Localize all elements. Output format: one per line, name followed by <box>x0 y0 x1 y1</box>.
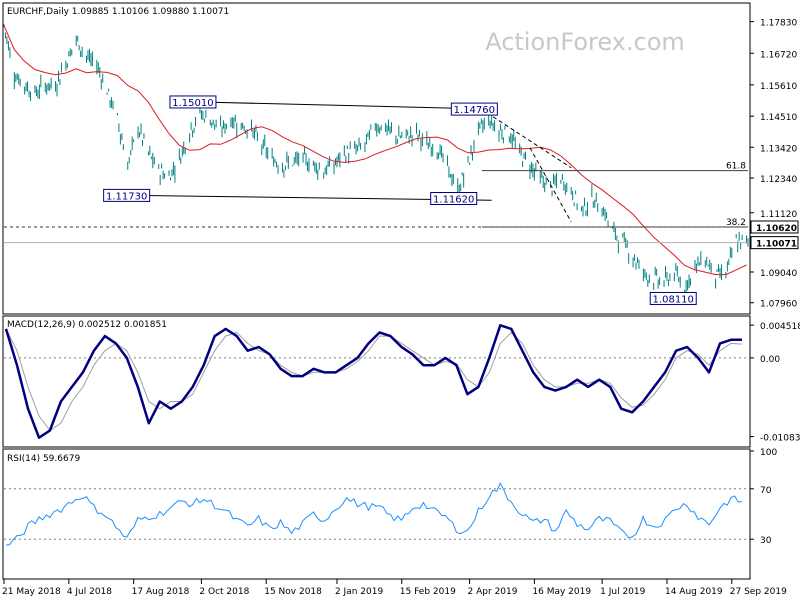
price-annotation-label: 1.11620 <box>433 195 474 206</box>
price-axis-label: 1.17830 <box>760 19 797 29</box>
price-annotation-label: 1.15010 <box>172 98 213 109</box>
x-axis-label: 15 Nov 2018 <box>264 587 322 597</box>
macd-axis-label: -0.010835 <box>760 434 800 444</box>
price-axis-label: 1.14510 <box>760 113 797 123</box>
macd-line <box>4 324 742 439</box>
moving-average-line <box>3 25 747 276</box>
rsi-line <box>5 482 743 546</box>
watermark: ActionForex.com <box>485 28 685 56</box>
axis-layer: 1.17830 1.16720 1.15610 1.14510 1.13420 1.123… <box>2 19 800 597</box>
rsi-layer <box>4 482 748 546</box>
x-axis-label: 2 Apr 2019 <box>468 587 518 597</box>
price-layer: 61.8 38.2 1.15010 1.14760 1.11730 1.11620 1.08… <box>3 24 749 305</box>
rsi-axis-label: 70 <box>760 486 772 496</box>
price-axis-label: 1.09040 <box>760 269 797 279</box>
fib-level-label: 61.8 <box>726 162 746 172</box>
x-axis-label: 14 Aug 2019 <box>665 587 723 597</box>
x-axis-label: 17 Aug 2018 <box>132 587 190 597</box>
macd-panel-frame <box>2 315 751 448</box>
macd-layer <box>4 324 748 439</box>
price-axis-label: 1.07960 <box>760 300 797 310</box>
price-annotation-label: 1.11730 <box>106 191 147 202</box>
macd-axis-label: 0.00 <box>760 355 780 365</box>
price-axis-label: 1.11120 <box>760 210 797 220</box>
macd-axis-label: 0.004518 <box>760 322 800 332</box>
x-axis-label: 27 Sep 2019 <box>730 587 787 597</box>
price-annotation-box <box>450 102 498 116</box>
macd-signal-line <box>5 328 743 432</box>
price-annotation-box <box>649 291 697 305</box>
price-panel-title: EURCHF,Daily 1.09885 1.10106 1.09880 1.1… <box>7 7 229 17</box>
price-annotation-box <box>169 95 217 109</box>
x-axis-label: 2 Oct 2018 <box>199 587 249 597</box>
x-axis-label: 16 May 2019 <box>532 587 591 597</box>
trendline <box>199 101 492 110</box>
x-axis-label: 21 May 2018 <box>2 587 61 597</box>
x-axis-label: 2 Jan 2019 <box>335 587 383 597</box>
price-axis-label: 1.12340 <box>760 175 797 185</box>
fib-level-label: 38.2 <box>726 218 746 228</box>
macd-panel-title: MACD(12,26,9) 0.002512 0.001851 <box>7 320 167 330</box>
price-panel-frame <box>2 2 751 315</box>
x-axis-label: 4 Jul 2018 <box>67 587 112 597</box>
rsi-panel-title: RSI(14) 59.6679 <box>7 454 80 464</box>
dashed-trendline <box>529 147 572 223</box>
price-annotation-box <box>430 192 478 206</box>
rsi-axis-label: 30 <box>760 536 772 546</box>
x-axis-label: 1 Jul 2019 <box>600 587 645 597</box>
price-bars <box>3 24 749 298</box>
current-price-tag-label: 1.10071 <box>756 240 797 250</box>
rsi-axis-label: 100 <box>760 448 777 458</box>
x-axis-label: 15 Feb 2019 <box>400 587 456 597</box>
price-annotation-label: 1.14760 <box>454 105 495 116</box>
price-axis-label: 1.15610 <box>760 82 797 92</box>
price-annotation-label: 1.08110 <box>653 294 694 305</box>
level-tag-label: 1.10620 <box>756 224 797 234</box>
price-annotation-box <box>103 188 151 202</box>
current-price-tag-box <box>750 236 799 250</box>
price-axis-label: 1.16720 <box>760 50 797 60</box>
rsi-panel-frame <box>2 448 751 580</box>
level-tag-box <box>750 220 799 234</box>
price-axis-label: 1.13420 <box>760 144 797 154</box>
dashed-trendline <box>481 108 572 169</box>
